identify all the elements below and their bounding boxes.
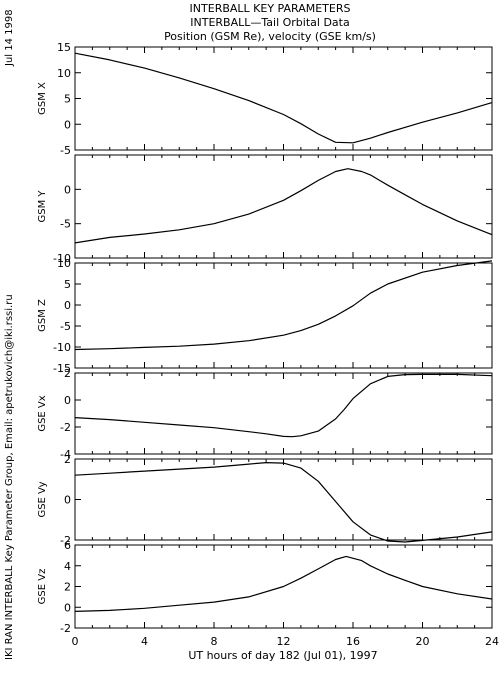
y-tick-label: -5 xyxy=(60,144,71,157)
y-axis-label-gsm-y: GSM Y xyxy=(37,190,48,223)
y-tick-label: 4 xyxy=(64,560,71,573)
x-tick-label: 12 xyxy=(277,635,291,648)
chart-subtitle-2: Position (GSM Re), velocity (GSE km/s) xyxy=(164,30,376,43)
chart-title: INTERBALL KEY PARAMETERS xyxy=(190,2,351,15)
y-tick-label: 0 xyxy=(64,299,71,312)
y-axis-label-gse-vy: GSE Vy xyxy=(37,481,48,517)
y-tick-label: 0 xyxy=(64,183,71,196)
y-axis-label-gsm-x: GSM X xyxy=(37,82,48,115)
y-tick-label: 15 xyxy=(57,41,71,54)
y-tick-label: 10 xyxy=(57,257,71,270)
panel-frame-gsm-y xyxy=(74,154,493,259)
y-tick-label: -5 xyxy=(60,320,71,333)
x-tick-label: 4 xyxy=(141,635,148,648)
panel-frame-gse-vx xyxy=(74,372,493,455)
x-tick-label: 20 xyxy=(416,635,430,648)
series-line-gse-vz xyxy=(74,555,493,612)
y-tick-label: 5 xyxy=(64,278,71,291)
x-axis-label: UT hours of day 182 (Jul 01), 1997 xyxy=(188,649,377,662)
y-tick-label: 0 xyxy=(64,494,71,507)
y-axis-label-gsm-z: GSM Z xyxy=(37,299,48,332)
date-label: Jul 14 1998 xyxy=(4,9,15,67)
y-tick-label: -2 xyxy=(60,622,71,635)
series-line-gse-vy xyxy=(74,462,493,543)
y-axis-label-gse-vx: GSE Vx xyxy=(37,395,48,431)
panels: -5 0 5 10 15 GSM X -10 -5 0 GSM Y -15 -10 -5 0 5 10 GSM … xyxy=(37,41,499,648)
y-tick-label: -10 xyxy=(53,341,71,354)
series-line-gsm-z xyxy=(74,260,493,351)
y-tick-label: 2 xyxy=(64,367,71,380)
panel-frame-gsm-x xyxy=(74,46,493,151)
chart-subtitle: INTERBALL—Tail Orbital Data xyxy=(190,16,349,29)
y-tick-label: -2 xyxy=(60,421,71,434)
y-tick-label: 5 xyxy=(64,93,71,106)
y-tick-label: -15 xyxy=(53,362,71,375)
y-tick-label: 2 xyxy=(64,453,71,466)
y-tick-label: -10 xyxy=(53,252,71,265)
y-tick-label: 6 xyxy=(64,539,71,552)
x-tick-label: 24 xyxy=(485,635,499,648)
credit-label: IKI RAN INTERBALL Key Parameter Group, E… xyxy=(4,294,15,660)
y-tick-label: 0 xyxy=(64,601,71,614)
series-line-gsm-y xyxy=(74,168,493,244)
panel-frame-gsm-z xyxy=(74,262,493,369)
y-tick-label: 10 xyxy=(57,67,71,80)
y-tick-label: -4 xyxy=(60,448,71,461)
y-tick-label: 0 xyxy=(64,118,71,131)
y-tick-label: 0 xyxy=(64,394,71,407)
x-tick-label: 0 xyxy=(72,635,79,648)
x-tick-label: 16 xyxy=(346,635,360,648)
x-tick-label: 8 xyxy=(211,635,218,648)
y-tick-label: -2 xyxy=(60,534,71,547)
y-tick-label: -5 xyxy=(60,218,71,231)
series-line-gsm-x xyxy=(74,52,493,144)
series-line-gse-vx xyxy=(74,373,493,438)
y-axis-label-gse-vz: GSE Vz xyxy=(37,569,48,605)
y-tick-label: 2 xyxy=(64,581,71,594)
